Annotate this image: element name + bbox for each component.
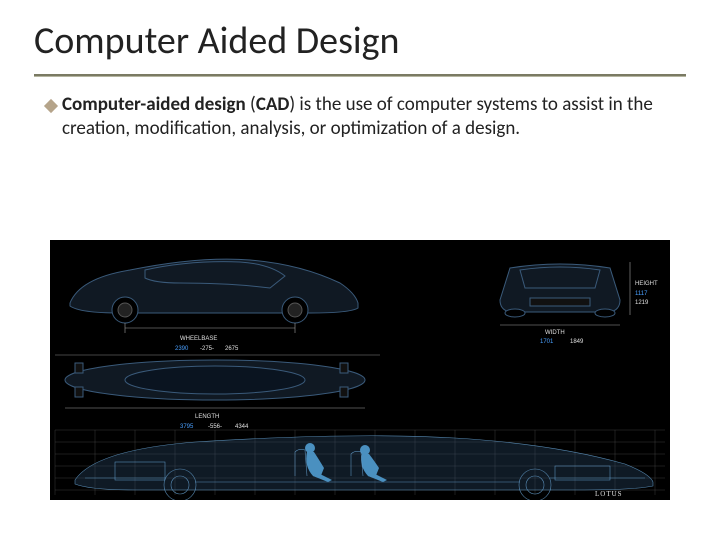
val-width-blue: 1701 bbox=[540, 339, 554, 345]
term-abbrev: CAD bbox=[256, 93, 290, 116]
label-width: WIDTH bbox=[545, 330, 565, 336]
diamond-bullet-icon bbox=[44, 99, 58, 113]
val-height-blue: 1117 bbox=[635, 291, 648, 297]
panel-front-elevation: WIDTH 1701 1849 HEIGHT 1117 1219 bbox=[500, 262, 658, 345]
label-wheelbase: WHEELBASE bbox=[180, 336, 217, 342]
bullet-item: Computer-aided design (CAD) is the use o… bbox=[46, 93, 674, 141]
panel-xray-cutaway: LOTUS bbox=[55, 430, 665, 500]
slide: Computer Aided Design Computer-aided des… bbox=[0, 0, 720, 540]
title-block: Computer Aided Design bbox=[0, 0, 720, 70]
figure-watermark: LOTUS bbox=[595, 490, 623, 498]
val-wheelbase-mid: -275- bbox=[200, 346, 214, 352]
val-length-white: 4344 bbox=[235, 424, 249, 430]
panel-side-profile: WHEELBASE 2390 -275- 2675 bbox=[70, 259, 358, 352]
val-length-blue: 3795 bbox=[180, 424, 194, 430]
val-wheelbase-blue: 2390 bbox=[175, 346, 189, 352]
val-width-white: 1849 bbox=[570, 339, 584, 345]
val-height-white: 1219 bbox=[635, 300, 649, 306]
val-length-mid: -556- bbox=[208, 424, 222, 430]
panel-plan-view: LENGTH 3795 -556- 4344 bbox=[65, 360, 365, 430]
cad-figure: WHEELBASE 2390 -275- 2675 WIDTH 1701 184… bbox=[50, 240, 670, 500]
paren-open: ( bbox=[246, 93, 256, 116]
val-wheelbase-white: 2675 bbox=[225, 346, 239, 352]
body-text: Computer-aided design (CAD) is the use o… bbox=[62, 93, 674, 141]
paren-close: ) bbox=[289, 93, 299, 116]
term-bold: Computer-aided design bbox=[62, 93, 246, 116]
body-block: Computer-aided design (CAD) is the use o… bbox=[0, 77, 720, 141]
label-length: LENGTH bbox=[195, 414, 219, 420]
slide-title: Computer Aided Design bbox=[34, 18, 686, 64]
label-height: HEIGHT bbox=[635, 281, 658, 287]
cad-svg: WHEELBASE 2390 -275- 2675 WIDTH 1701 184… bbox=[50, 240, 670, 500]
